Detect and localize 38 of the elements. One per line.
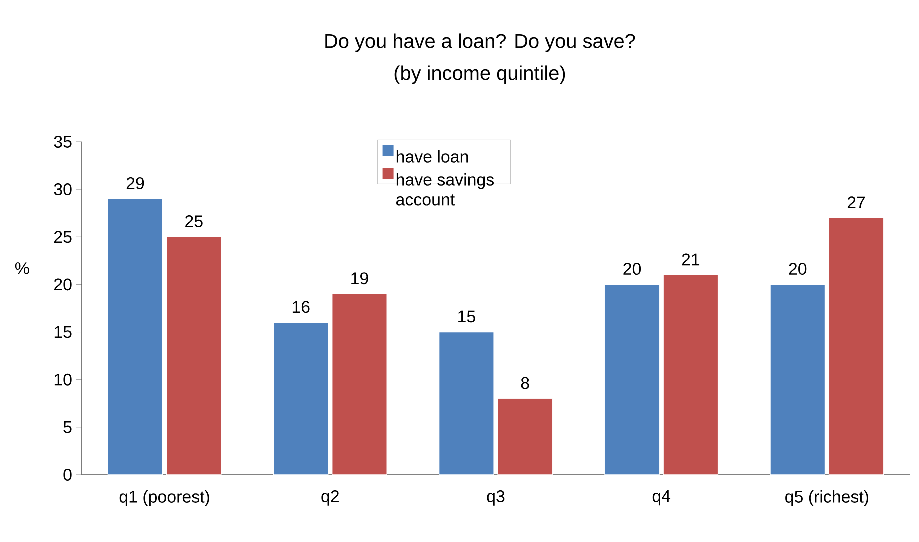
data-label: 29 [126, 177, 144, 190]
y-tick-label: 5 [64, 422, 72, 434]
chart-title: Do you have a loan? Do you save? [326, 34, 636, 52]
data-label: 8 [521, 377, 530, 390]
data-label: 25 [186, 216, 203, 228]
bar [770, 284, 826, 476]
y-tick-label: 15 [54, 326, 72, 338]
y-axis-title: % [15, 262, 30, 274]
bar [828, 218, 884, 476]
bar [498, 398, 553, 476]
x-tick-label: q2 [322, 490, 339, 506]
data-label: 27 [848, 196, 866, 208]
y-tick-label: 20 [54, 278, 72, 291]
data-label: 21 [682, 254, 700, 266]
y-tick-label: 10 [54, 374, 72, 386]
data-label: 16 [292, 301, 310, 314]
bar [439, 332, 494, 476]
y-tick-label: 35 [54, 136, 72, 148]
y-tick-label: 25 [54, 231, 72, 244]
x-tick-label: q5 (richest) [786, 490, 868, 506]
bar [332, 294, 388, 476]
chart-subtitle: (by income quintile) [394, 66, 566, 84]
bar [604, 284, 660, 476]
data-label: 20 [624, 263, 642, 276]
y-tick-label: 0 [64, 468, 72, 481]
x-tick-label: q3 [487, 490, 505, 506]
data-label: 15 [458, 310, 476, 323]
bar [273, 322, 329, 476]
x-tick-label: q1 (poorest) [120, 490, 210, 506]
data-label: 19 [352, 272, 368, 285]
bar [166, 236, 222, 476]
bar [108, 198, 164, 476]
legend-label: have loan [396, 150, 468, 163]
data-label: 20 [789, 263, 807, 276]
x-tick-label: q4 [652, 490, 671, 506]
bar [663, 274, 719, 476]
legend-label: have savings account [396, 173, 494, 206]
y-tick-label: 30 [54, 184, 72, 196]
